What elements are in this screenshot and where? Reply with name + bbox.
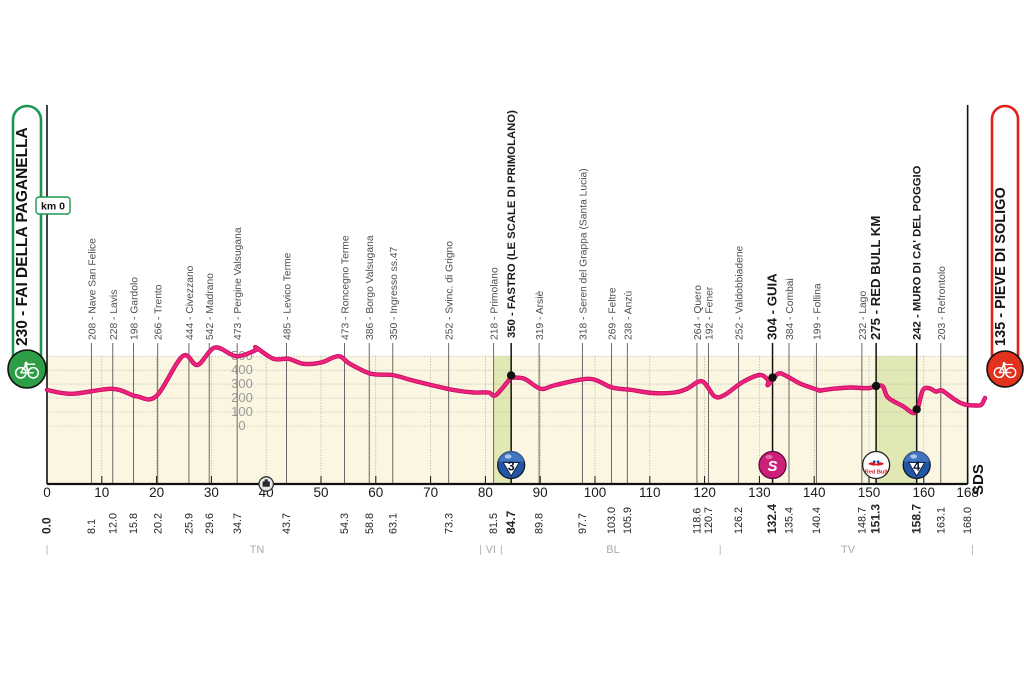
svg-text:BL: BL <box>606 544 619 556</box>
svg-text:15.8: 15.8 <box>128 513 140 534</box>
svg-text:km 0: km 0 <box>41 201 65 213</box>
svg-text:230 - FAI DELLA PAGANELLA: 230 - FAI DELLA PAGANELLA <box>14 127 31 346</box>
svg-text:20.2: 20.2 <box>152 513 164 534</box>
svg-text:90: 90 <box>533 485 548 500</box>
svg-text:275 - RED BULL KM: 275 - RED BULL KM <box>868 216 883 340</box>
svg-text:200: 200 <box>231 390 253 405</box>
svg-text:3: 3 <box>508 460 515 474</box>
svg-text:158.7: 158.7 <box>909 504 923 534</box>
svg-text:TV: TV <box>841 544 856 556</box>
svg-text:97.7: 97.7 <box>577 513 589 534</box>
svg-text:0: 0 <box>43 485 51 500</box>
svg-text:103.0: 103.0 <box>606 507 618 534</box>
svg-text:50: 50 <box>313 485 328 500</box>
svg-text:135 - PIEVE DI SOLIGO: 135 - PIEVE DI SOLIGO <box>993 187 1009 346</box>
svg-text:386 - Borgo Valsugana: 386 - Borgo Valsugana <box>365 235 376 340</box>
svg-text:10: 10 <box>94 485 109 500</box>
svg-text:100: 100 <box>231 404 253 419</box>
svg-text:81.5: 81.5 <box>488 513 500 534</box>
svg-text:300: 300 <box>231 376 253 391</box>
svg-text:58.8: 58.8 <box>364 513 376 534</box>
svg-text:473 - Roncegno Terme: 473 - Roncegno Terme <box>341 235 352 340</box>
svg-text:25.9: 25.9 <box>184 513 196 534</box>
svg-text:84.7: 84.7 <box>504 510 518 534</box>
svg-text:100: 100 <box>584 485 607 500</box>
svg-text:318 - Seren del Grappa (Santa: 318 - Seren del Grappa (Santa Lucia) <box>578 168 589 340</box>
svg-text:228 - Lavis: 228 - Lavis <box>109 290 120 340</box>
svg-text:4: 4 <box>913 460 920 474</box>
svg-text:VI: VI <box>486 544 496 556</box>
svg-text:266 - Trento: 266 - Trento <box>154 284 165 340</box>
svg-text:319 - Arsiè: 319 - Arsiè <box>535 291 546 340</box>
svg-text:130: 130 <box>748 485 771 500</box>
svg-text:384 - Combai: 384 - Combai <box>785 278 796 340</box>
svg-text:252 - Svinc. di Grigno: 252 - Svinc. di Grigno <box>445 241 456 340</box>
svg-text:350 - Ingresso ss.47: 350 - Ingresso ss.47 <box>389 246 400 340</box>
svg-text:105.9: 105.9 <box>622 507 634 534</box>
svg-text:Red Bull: Red Bull <box>865 470 888 476</box>
svg-text:20: 20 <box>149 485 164 500</box>
svg-text:148.7: 148.7 <box>856 507 868 534</box>
svg-text:199 - Follina: 199 - Follina <box>812 283 823 340</box>
svg-text:198 - Gardolo: 198 - Gardolo <box>130 277 141 340</box>
svg-text:238 - Anzù: 238 - Anzù <box>623 290 634 340</box>
svg-text:160: 160 <box>913 485 936 500</box>
svg-text:132.4: 132.4 <box>765 504 779 534</box>
svg-text:43.7: 43.7 <box>281 513 293 534</box>
svg-text:0.0: 0.0 <box>40 517 54 534</box>
svg-text:110: 110 <box>639 485 661 500</box>
svg-text:168.0: 168.0 <box>962 507 974 534</box>
svg-text:120.7: 120.7 <box>703 507 715 534</box>
svg-text:29.6: 29.6 <box>204 513 216 534</box>
svg-text:252 - Valdobbiadene: 252 - Valdobbiadene <box>735 245 746 340</box>
svg-text:120: 120 <box>693 485 716 500</box>
svg-text:151.3: 151.3 <box>869 504 883 534</box>
svg-text:140.4: 140.4 <box>811 507 823 534</box>
svg-text:89.8: 89.8 <box>534 513 546 534</box>
svg-text:73.3: 73.3 <box>443 513 455 534</box>
svg-text:264 - Quero: 264 - Quero <box>693 285 704 340</box>
svg-text:118.6: 118.6 <box>692 508 704 534</box>
svg-text:63.1: 63.1 <box>387 513 399 534</box>
svg-text:80: 80 <box>478 485 493 500</box>
svg-text:0: 0 <box>238 418 245 433</box>
svg-text:192 - Fener: 192 - Fener <box>704 286 715 340</box>
svg-text:8.1: 8.1 <box>86 519 98 534</box>
svg-text:242 - MURO DI CA' DEL POGGIO: 242 - MURO DI CA' DEL POGGIO <box>912 165 924 340</box>
svg-text:269 - Feltre: 269 - Feltre <box>607 287 618 340</box>
svg-text:400: 400 <box>231 362 253 377</box>
svg-text:34.7: 34.7 <box>232 513 244 534</box>
svg-text:473 - Pergine Valsugana: 473 - Pergine Valsugana <box>233 227 244 340</box>
svg-text:70: 70 <box>423 485 438 500</box>
svg-text:203 - Refrontolo: 203 - Refrontolo <box>937 266 948 340</box>
svg-text:163.1: 163.1 <box>935 507 947 534</box>
svg-text:TN: TN <box>250 544 265 556</box>
svg-text:60: 60 <box>368 485 383 500</box>
svg-text:12.0: 12.0 <box>107 513 119 534</box>
svg-text:208 - Nave San Felice: 208 - Nave San Felice <box>87 238 98 340</box>
svg-text:S: S <box>768 458 778 475</box>
svg-text:SDS: SDS <box>970 464 987 495</box>
svg-text:30: 30 <box>204 485 219 500</box>
svg-text:135.4: 135.4 <box>784 507 796 534</box>
svg-text:140: 140 <box>803 485 826 500</box>
svg-text:350 - FASTRO (LE SCALE DI PRIM: 350 - FASTRO (LE SCALE DI PRIMOLANO) <box>506 110 518 338</box>
svg-text:444 - Civezzano: 444 - Civezzano <box>185 265 196 340</box>
svg-text:126.2: 126.2 <box>733 507 745 534</box>
svg-text:485 - Levico Terme: 485 - Levico Terme <box>282 252 293 340</box>
svg-text:54.3: 54.3 <box>339 513 351 534</box>
svg-text:304 - GUIA: 304 - GUIA <box>765 273 780 340</box>
svg-text:542 - Madrano: 542 - Madrano <box>205 273 216 340</box>
svg-text:218 - Primolano: 218 - Primolano <box>490 267 501 340</box>
svg-text:150: 150 <box>858 485 881 500</box>
